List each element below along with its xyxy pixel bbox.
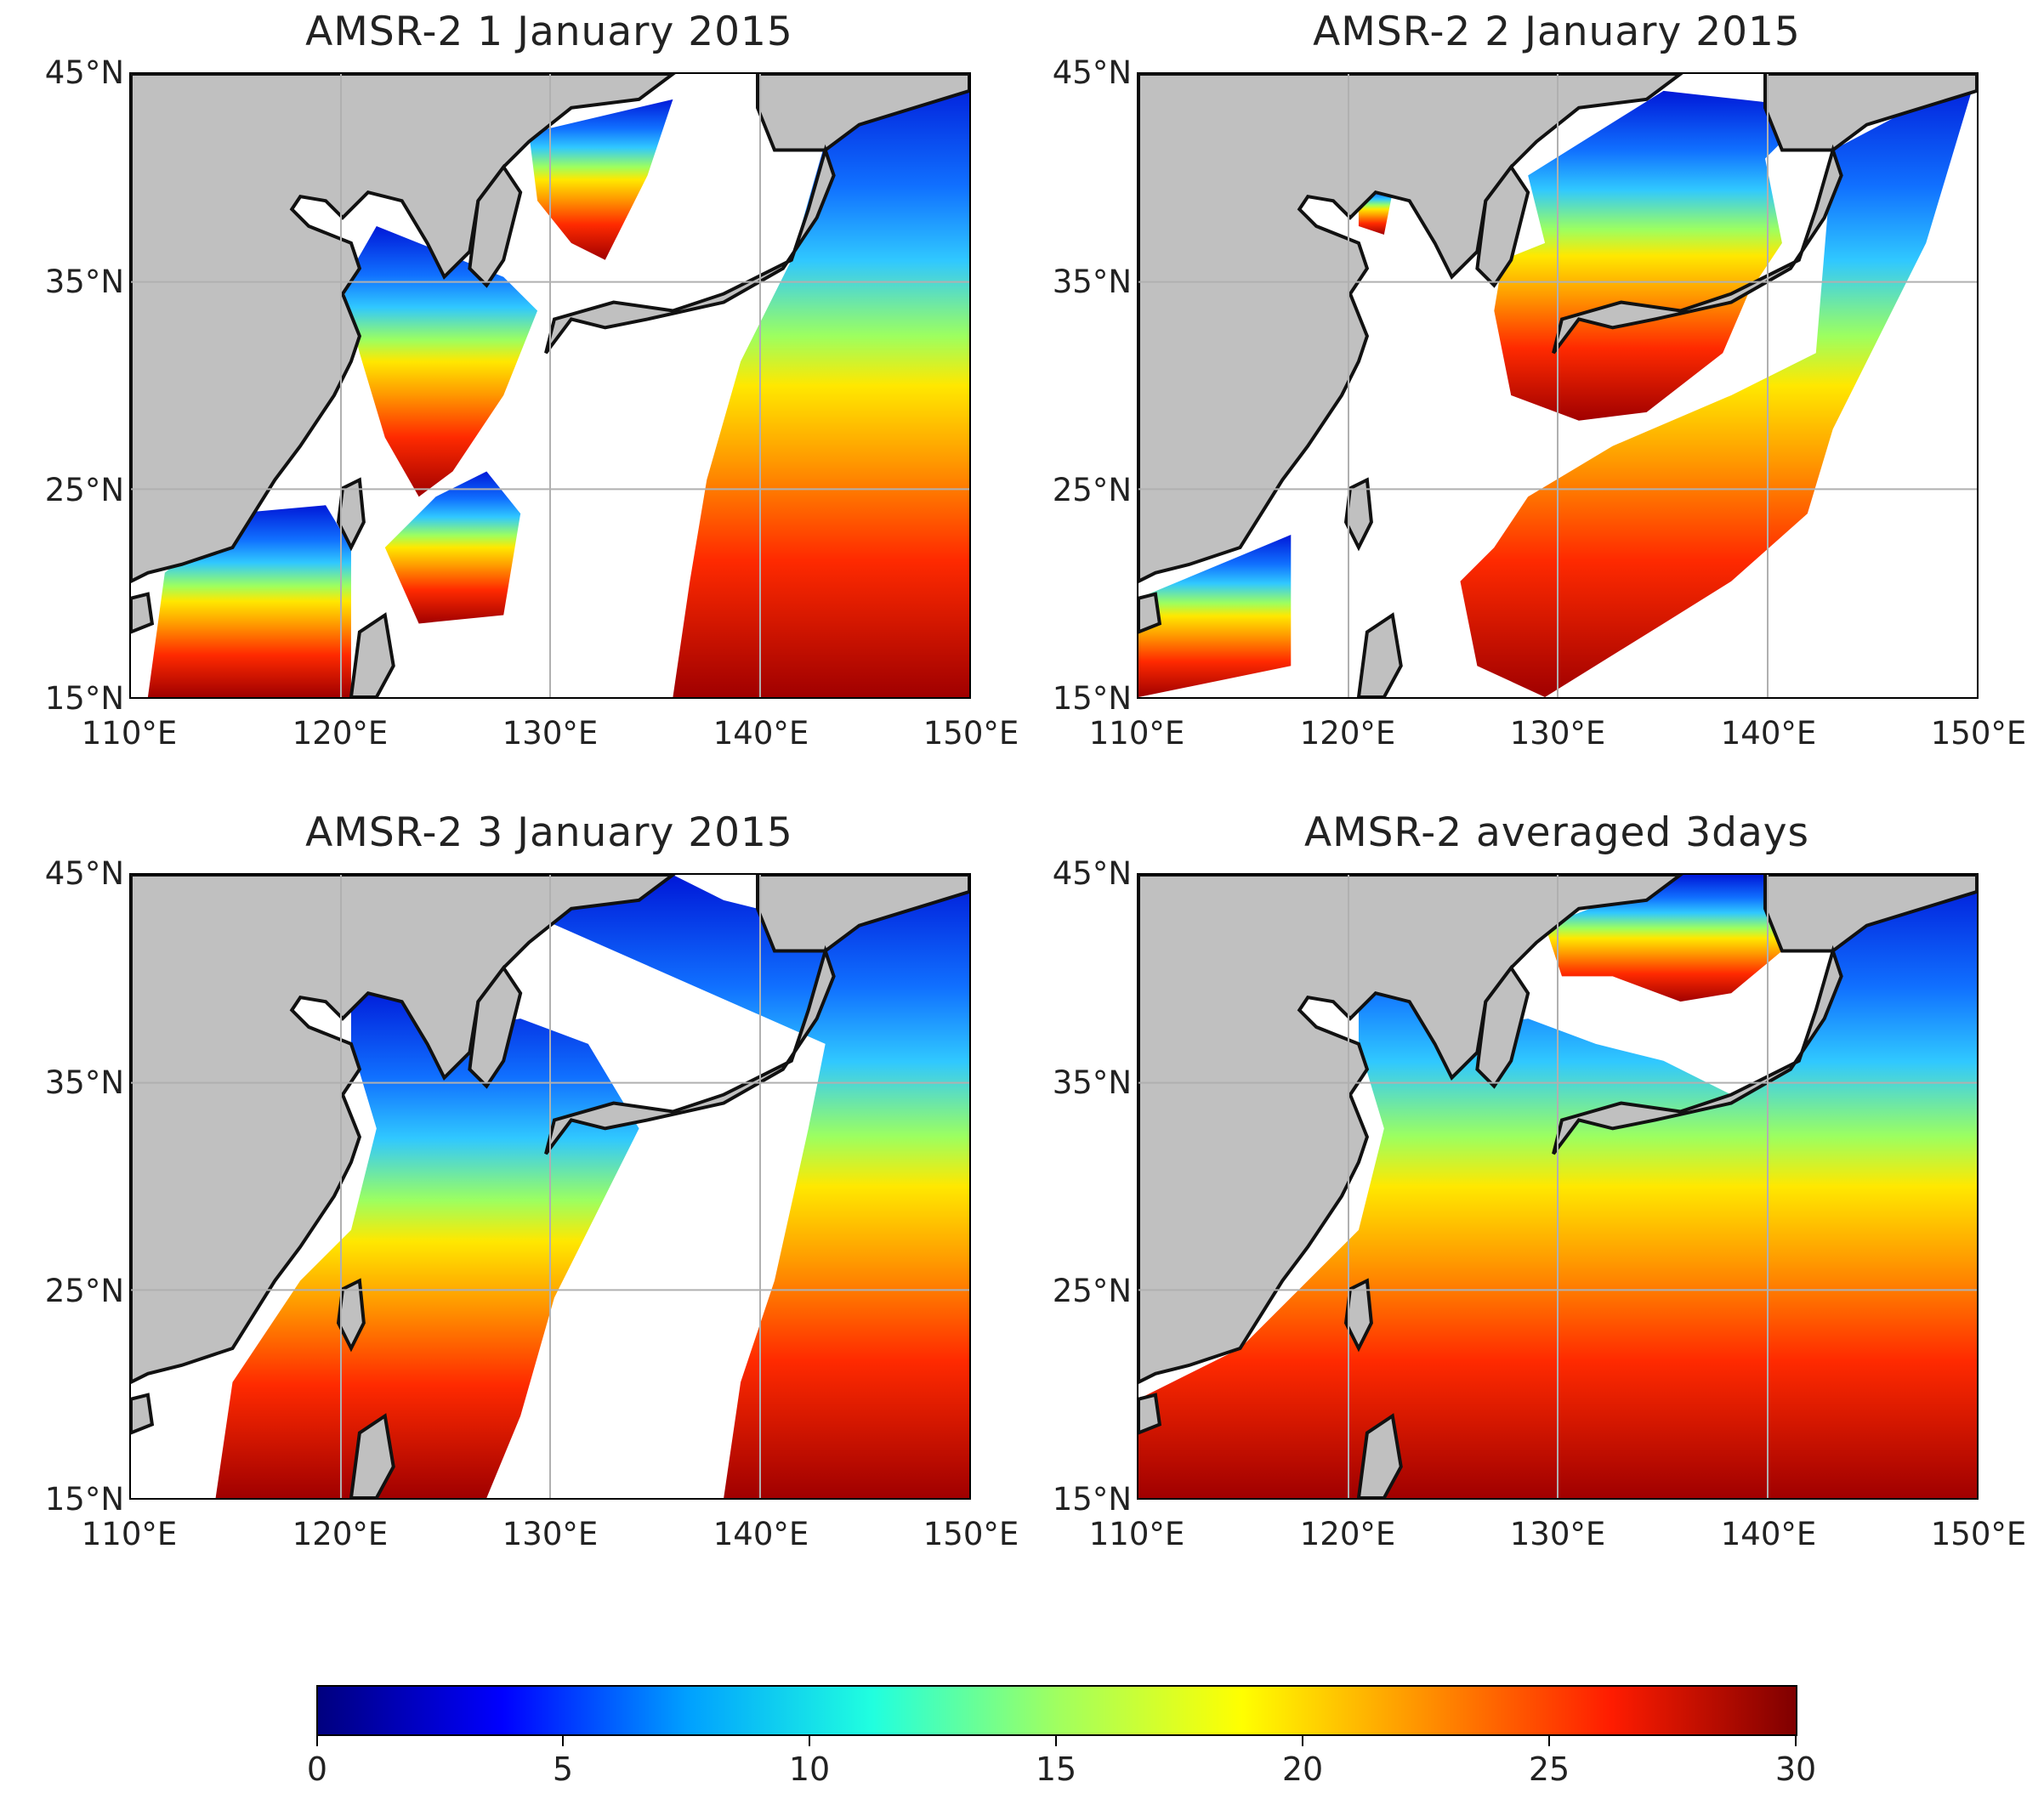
- sst-map: [129, 72, 971, 699]
- colorbar-label-15: 15: [1035, 1750, 1077, 1788]
- lon-label-150e: 150°E: [923, 1516, 1019, 1552]
- map-panel-3: AMSR-2 3 January 2015: [0, 801, 1020, 1600]
- lon-label-150e: 150°E: [923, 715, 1019, 752]
- colorbar-label-5: 5: [552, 1750, 574, 1788]
- graticule: [131, 74, 969, 697]
- lon-label-110e: 110°E: [81, 1516, 178, 1552]
- colorbar-tick: [1548, 1736, 1550, 1746]
- graticule: [1138, 74, 1977, 697]
- lat-label-15n: 15°N: [1052, 1481, 1132, 1518]
- colorbar-label-25: 25: [1528, 1750, 1570, 1788]
- lon-label-120e: 120°E: [1299, 1516, 1396, 1552]
- map-canvas: [131, 875, 969, 1498]
- lat-label-25n: 25°N: [44, 472, 124, 508]
- colorbar-label-10: 10: [788, 1750, 831, 1788]
- lat-label-25n: 25°N: [1052, 472, 1132, 508]
- lon-label-150e: 150°E: [1930, 715, 2027, 752]
- lat-label-35n: 35°N: [1052, 1064, 1132, 1101]
- lon-label-110e: 110°E: [1088, 715, 1185, 752]
- graticule: [131, 875, 969, 1498]
- lon-label-110e: 110°E: [81, 715, 178, 752]
- colorbar-gradient: [316, 1685, 1797, 1736]
- lon-label-130e: 130°E: [502, 1516, 599, 1552]
- lon-label-130e: 130°E: [1509, 715, 1606, 752]
- lat-label-25n: 25°N: [44, 1273, 124, 1309]
- lon-label-130e: 130°E: [1509, 1516, 1606, 1552]
- lat-label-15n: 15°N: [1052, 680, 1132, 717]
- lat-label-45n: 45°N: [1052, 855, 1132, 892]
- colorbar-tick: [1055, 1736, 1057, 1746]
- map-panel-2: AMSR-2 2 January 2015: [1008, 0, 2028, 799]
- lon-label-120e: 120°E: [292, 715, 389, 752]
- colorbar-tick: [809, 1736, 810, 1746]
- map-canvas: [1138, 74, 1977, 697]
- map-panel-1: AMSR-2 1 January 2015: [0, 0, 1020, 799]
- panel-title: AMSR-2 3 January 2015: [305, 809, 793, 856]
- colorbar-tick: [1795, 1736, 1797, 1746]
- sst-field: [215, 875, 969, 1498]
- sst-map: [1137, 72, 1979, 699]
- lat-label-45n: 45°N: [44, 855, 124, 892]
- colorbar-label-0: 0: [306, 1750, 328, 1788]
- lon-label-150e: 150°E: [1930, 1516, 2027, 1552]
- panel-title: AMSR-2 2 January 2015: [1313, 9, 1801, 55]
- map-canvas: [131, 74, 969, 697]
- lon-label-110e: 110°E: [1088, 1516, 1185, 1552]
- colorbar: 0 5 10 15 20 25 30: [307, 1685, 1816, 1788]
- sst-field: [147, 74, 969, 697]
- map-canvas: [1138, 875, 1977, 1498]
- panel-title: AMSR-2 1 January 2015: [305, 9, 793, 55]
- lat-label-35n: 35°N: [44, 264, 124, 300]
- panel-title: AMSR-2 averaged 3days: [1303, 809, 1810, 856]
- colorbar-tick: [316, 1736, 318, 1746]
- colorbar-label-20: 20: [1281, 1750, 1324, 1788]
- colorbar-tick: [562, 1736, 564, 1746]
- graticule: [1138, 875, 1977, 1498]
- lat-label-35n: 35°N: [44, 1064, 124, 1101]
- lon-label-140e: 140°E: [1720, 715, 1817, 752]
- lat-label-15n: 15°N: [44, 680, 124, 717]
- sst-field: [1138, 74, 1977, 697]
- lon-label-140e: 140°E: [713, 715, 809, 752]
- lon-label-120e: 120°E: [292, 1516, 389, 1552]
- lon-label-140e: 140°E: [713, 1516, 809, 1552]
- sst-map: [129, 873, 971, 1500]
- colorbar-tick: [1302, 1736, 1303, 1746]
- lon-label-140e: 140°E: [1720, 1516, 1817, 1552]
- land-mask: [1138, 74, 1977, 697]
- land-mask: [131, 74, 969, 697]
- lat-label-45n: 45°N: [44, 54, 124, 91]
- map-panel-4: AMSR-2 averaged 3days: [1008, 801, 2028, 1600]
- lat-label-25n: 25°N: [1052, 1273, 1132, 1309]
- lon-label-130e: 130°E: [502, 715, 599, 752]
- land-mask: [131, 875, 969, 1498]
- lat-label-35n: 35°N: [1052, 264, 1132, 300]
- colorbar-label-30: 30: [1774, 1750, 1817, 1788]
- lat-label-15n: 15°N: [44, 1481, 124, 1518]
- lon-label-120e: 120°E: [1299, 715, 1396, 752]
- sst-map: [1137, 873, 1979, 1500]
- lat-label-45n: 45°N: [1052, 54, 1132, 91]
